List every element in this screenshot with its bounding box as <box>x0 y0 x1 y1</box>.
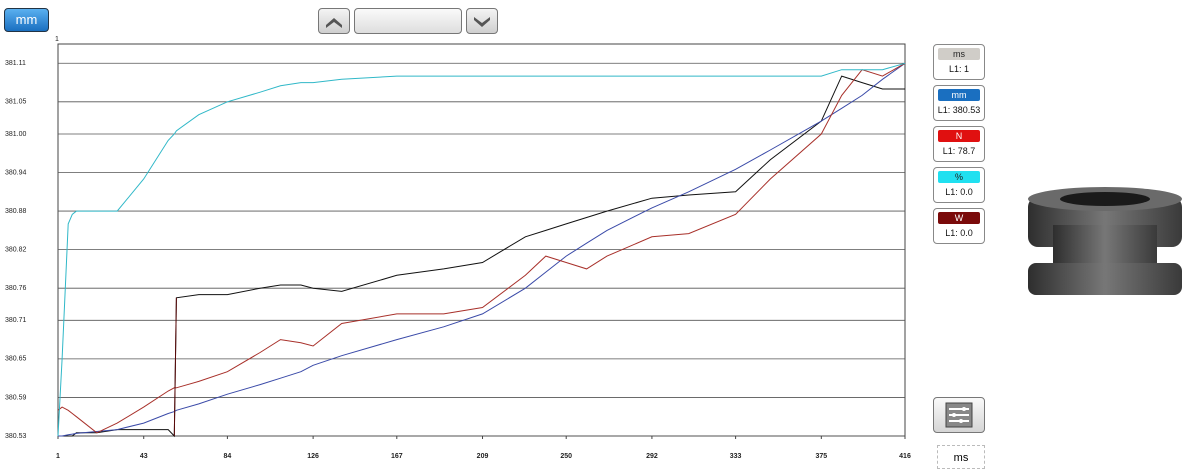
legend-name: N <box>938 130 980 142</box>
x-tick-label: 209 <box>477 453 489 460</box>
legend-item[interactable]: N L1: 78.7 <box>933 126 985 162</box>
y-tick-label: 380.53 <box>5 433 27 440</box>
y-tick-label: 380.82 <box>5 246 27 253</box>
legend-reading: L1: 1 <box>934 64 984 74</box>
legend-reading: L1: 0.0 <box>934 228 984 238</box>
series-line <box>58 63 905 433</box>
series-line <box>174 298 176 436</box>
x-unit-button[interactable]: ms <box>937 445 985 469</box>
legend-item[interactable]: W L1: 0.0 <box>933 208 985 244</box>
legend-name: W <box>938 212 980 224</box>
series-line <box>58 76 905 436</box>
plot-area <box>58 44 905 436</box>
x-tick-label: 43 <box>140 453 148 460</box>
y-tick-label: 380.94 <box>5 169 27 176</box>
x-tick-label: 333 <box>730 453 742 460</box>
chart: 1 380.53 380.59 380.65 380.71 380.76 380.82 38… <box>0 0 920 469</box>
legend-reading: L1: 0.0 <box>934 187 984 197</box>
x-tick-label: 1 <box>56 453 60 460</box>
y-tick-label: 381.00 <box>5 131 27 138</box>
x-tick-label: 84 <box>224 453 232 460</box>
y-tick-label: 380.59 <box>5 394 27 401</box>
y-tick-label: 381.11 <box>5 60 26 67</box>
x-tick-label: 126 <box>307 453 319 460</box>
legend-name: ms <box>938 48 980 60</box>
legend-reading: L1: 380.53 <box>934 105 984 115</box>
settings-button[interactable] <box>933 397 985 433</box>
x-tick-label: 416 <box>899 453 911 460</box>
y-tick-label: 380.76 <box>5 285 27 292</box>
x-tick-label: 292 <box>646 453 658 460</box>
product-image <box>1020 185 1188 305</box>
legend-name: % <box>938 171 980 183</box>
legend-name: mm <box>938 89 980 101</box>
legend-item[interactable]: % L1: 0.0 <box>933 167 985 203</box>
x-tick-label: 167 <box>391 453 403 460</box>
legend-item[interactable]: mm L1: 380.53 <box>933 85 985 121</box>
y-tick-label: 381.05 <box>5 99 27 106</box>
settings-icon <box>934 398 984 432</box>
y-tick-label: 380.65 <box>5 356 27 363</box>
x-tick-label: 375 <box>815 453 827 460</box>
legend-item[interactable]: ms L1: 1 <box>933 44 985 80</box>
screen: {"toolbar": {"unit_button": "mm"}, "char… <box>0 0 1188 469</box>
corner-label: 1 <box>55 36 59 43</box>
x-tick-label: 250 <box>560 453 572 460</box>
y-tick-label: 380.71 <box>5 317 27 324</box>
legend-reading: L1: 78.7 <box>934 146 984 156</box>
y-tick-label: 380.88 <box>5 208 27 215</box>
